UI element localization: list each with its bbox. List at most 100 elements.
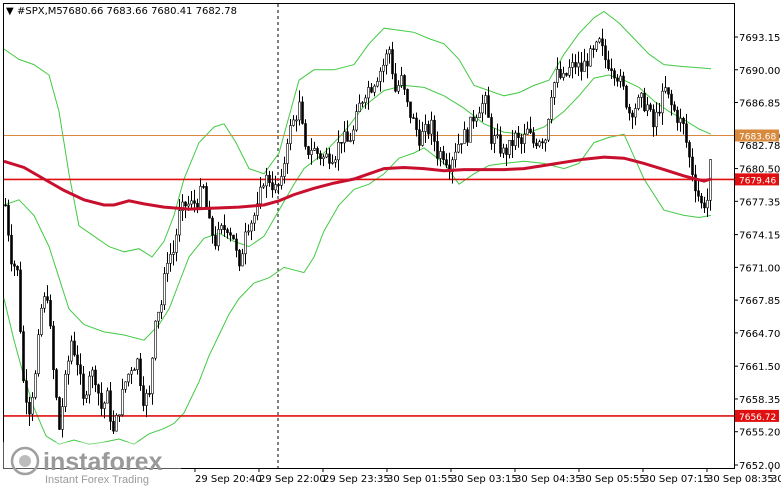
candle-body <box>100 392 103 409</box>
candle-body <box>256 203 259 216</box>
candle-body <box>418 129 421 146</box>
candle-body <box>445 159 448 166</box>
candle-body <box>538 141 541 147</box>
x-tick-label: 30 Sep 04:35 <box>515 474 582 485</box>
candle-body <box>670 93 673 106</box>
candle-body <box>649 104 652 110</box>
candle-body <box>646 104 649 112</box>
candle-body <box>82 373 85 399</box>
candle-body <box>640 92 643 98</box>
candle-body <box>145 393 148 406</box>
candle-body <box>409 101 412 118</box>
candle-body <box>502 147 505 154</box>
candle-body <box>94 369 97 386</box>
candle-body <box>160 304 163 313</box>
candle-body <box>151 357 154 395</box>
candle-body <box>61 406 64 430</box>
candle-body <box>295 119 298 122</box>
candle-body <box>115 414 118 432</box>
y-tick-label: 7655.20 <box>739 428 780 439</box>
candle-body <box>703 202 706 209</box>
candle-body <box>427 124 430 135</box>
candle-body <box>466 129 469 143</box>
candle-body <box>631 112 634 118</box>
candle-body <box>592 48 595 51</box>
candle-body <box>526 128 529 135</box>
x-tick-label: 30 Sep 09:55 <box>771 474 781 485</box>
chart-symbol: #SPX,M5 <box>17 6 63 17</box>
candle-body <box>676 109 679 123</box>
candle-body <box>520 137 523 144</box>
x-tick-label: 30 Sep 01:55 <box>387 474 454 485</box>
candle-body <box>244 231 247 255</box>
current-price-label: 7682.78 <box>739 141 780 152</box>
candle-body <box>58 397 61 430</box>
candle-body <box>658 111 661 114</box>
candle-body <box>697 190 700 197</box>
candle-body <box>229 232 232 236</box>
candle-body <box>550 97 553 120</box>
candle-body <box>97 384 100 394</box>
candle-body <box>457 143 460 153</box>
candle-body <box>571 62 574 68</box>
candle-body <box>565 73 568 76</box>
candle-body <box>370 87 373 93</box>
candle-body <box>643 92 646 112</box>
candle-body <box>577 62 580 68</box>
candle-body <box>508 139 511 155</box>
candle-body <box>154 320 157 359</box>
candle-body <box>85 394 88 399</box>
candle-body <box>271 182 274 191</box>
upper-level-tag-label: 7683.68 <box>739 132 776 142</box>
candle-body <box>49 300 52 327</box>
plot-frame <box>3 3 735 469</box>
candle-body <box>187 203 190 207</box>
candle-body <box>523 133 526 144</box>
candle-body <box>475 117 478 122</box>
candle-body <box>169 254 172 264</box>
candle-body <box>637 97 640 109</box>
candle-body <box>22 331 25 382</box>
candle-body <box>43 296 46 309</box>
y-tick-label: 7677.35 <box>739 197 780 208</box>
candles <box>4 28 712 438</box>
candle-body <box>121 388 124 416</box>
candle-body <box>559 69 562 78</box>
candle-body <box>16 265 19 271</box>
candle-body <box>355 111 358 131</box>
candle-body <box>655 111 658 128</box>
candle-body <box>226 229 229 233</box>
candle-body <box>547 119 550 141</box>
candle-body <box>118 414 121 417</box>
candle-body <box>460 143 463 145</box>
candle-body <box>247 230 250 233</box>
candle-body <box>682 117 685 125</box>
candle-body <box>469 116 472 143</box>
x-tick-label: 30 Sep 07:15 <box>643 474 710 485</box>
candle-body <box>193 200 196 204</box>
support-level-tag <box>735 409 779 422</box>
x-tick-label: 29 Sep 23:35 <box>323 474 390 485</box>
candle-body <box>661 90 664 114</box>
chart-ohlc: 7680.66 7683.66 7680.41 7682.78 <box>62 6 237 17</box>
candle-body <box>262 185 265 188</box>
candle-body <box>73 340 76 356</box>
candle-body <box>553 82 556 98</box>
candle-body <box>679 117 682 123</box>
candle-body <box>46 296 49 301</box>
candle-body <box>391 49 394 75</box>
candle-body <box>34 373 37 398</box>
candle-body <box>301 101 304 124</box>
candle-body <box>298 101 301 121</box>
candle-body <box>25 380 28 403</box>
candle-body <box>397 85 400 92</box>
candle-body <box>199 186 202 208</box>
candle-body <box>220 225 223 230</box>
candle-body <box>232 234 235 240</box>
ma-level-tag <box>735 173 779 186</box>
candle-body <box>31 397 34 415</box>
candle-body <box>52 325 55 370</box>
candle-body <box>610 68 613 71</box>
